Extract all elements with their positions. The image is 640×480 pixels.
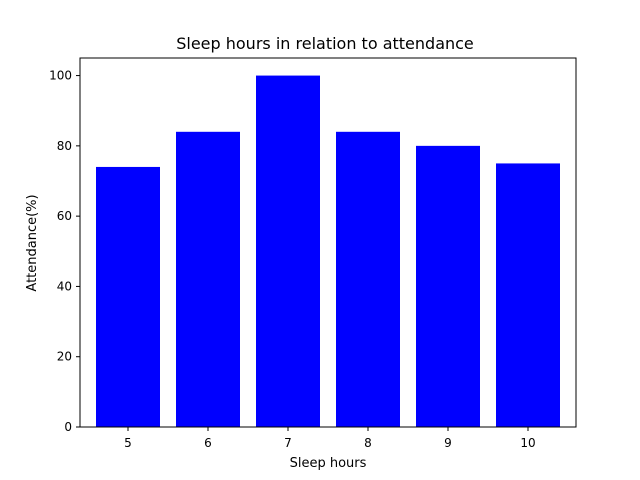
y-tick-label: 80 [57,139,72,153]
y-tick-label: 40 [57,279,72,293]
bars-group [96,75,560,428]
bar-6 [176,131,240,428]
x-tick-label: 10 [520,436,535,450]
y-tick-label: 60 [57,209,72,223]
x-tick-label: 7 [284,436,292,450]
x-axis-label: Sleep hours [290,456,367,471]
bar-7 [256,75,320,427]
bar-10 [496,163,560,427]
bar-5 [96,166,160,427]
x-tick-label: 6 [204,436,212,450]
x-tick-label: 5 [124,436,132,450]
y-axis-ticks: 0 20 40 60 80 100 [49,69,80,434]
chart-title: Sleep hours in relation to attendance [176,34,474,53]
y-tick-label: 20 [57,350,72,364]
x-tick-label: 8 [364,436,372,450]
x-tick-label: 9 [444,436,452,450]
x-axis-ticks: 5 6 7 8 9 10 [124,427,536,450]
y-axis-label: Attendance(%) [25,194,40,291]
axes-frame [79,57,577,428]
bar-8 [336,131,400,428]
y-tick-label: 100 [49,69,72,83]
bar-9 [416,145,480,428]
y-tick-label: 0 [64,420,72,434]
